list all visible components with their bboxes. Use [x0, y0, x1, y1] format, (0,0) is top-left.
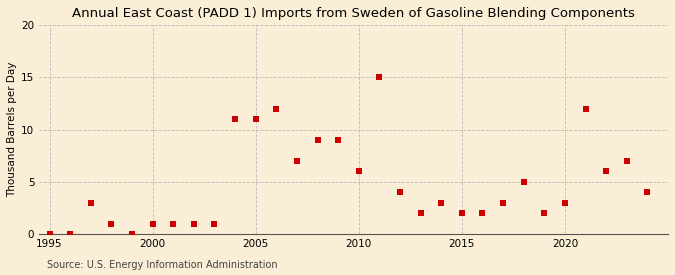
Point	[127, 232, 138, 236]
Point	[333, 138, 344, 142]
Point	[250, 117, 261, 121]
Point	[622, 159, 632, 163]
Point	[209, 221, 220, 226]
Point	[601, 169, 612, 174]
Point	[518, 180, 529, 184]
Point	[271, 106, 281, 111]
Point	[85, 200, 96, 205]
Point	[415, 211, 426, 215]
Point	[477, 211, 488, 215]
Point	[354, 169, 364, 174]
Point	[539, 211, 549, 215]
Point	[497, 200, 508, 205]
Point	[456, 211, 467, 215]
Point	[230, 117, 240, 121]
Title: Annual East Coast (PADD 1) Imports from Sweden of Gasoline Blending Components: Annual East Coast (PADD 1) Imports from …	[72, 7, 635, 20]
Point	[642, 190, 653, 194]
Point	[65, 232, 76, 236]
Point	[44, 232, 55, 236]
Point	[580, 106, 591, 111]
Point	[188, 221, 199, 226]
Point	[436, 200, 447, 205]
Point	[106, 221, 117, 226]
Point	[312, 138, 323, 142]
Y-axis label: Thousand Barrels per Day: Thousand Barrels per Day	[7, 62, 17, 197]
Point	[560, 200, 570, 205]
Point	[292, 159, 302, 163]
Point	[168, 221, 179, 226]
Point	[395, 190, 406, 194]
Text: Source: U.S. Energy Information Administration: Source: U.S. Energy Information Administ…	[47, 260, 278, 270]
Point	[374, 75, 385, 80]
Point	[147, 221, 158, 226]
